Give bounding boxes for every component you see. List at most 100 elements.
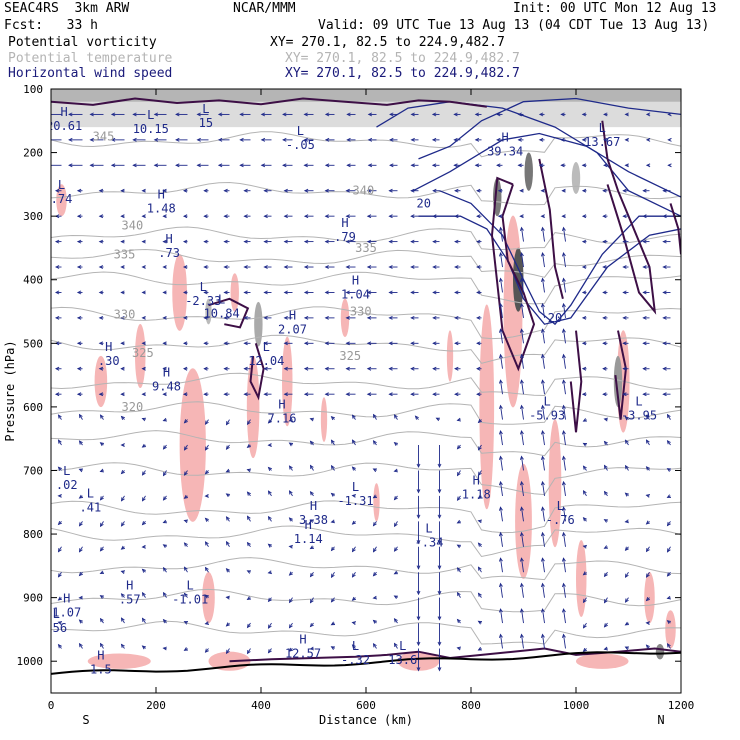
wind-arrow-head: [581, 239, 587, 244]
wind-arrow-head: [120, 617, 125, 622]
theta-label: 320: [122, 400, 144, 414]
wind-arrow-head: [98, 290, 104, 295]
wind-arrow-head: [666, 548, 671, 553]
wind-arrow-head: [662, 265, 667, 269]
wind-arrow-head: [120, 470, 125, 475]
wind-arrow-head: [372, 468, 377, 473]
wind-arrow: [500, 481, 503, 496]
x-tick-label: 600: [356, 699, 376, 712]
wind-arrow-head: [519, 188, 524, 193]
wind-arrow-head: [581, 137, 587, 142]
wind-arrow-head: [540, 582, 545, 588]
wind-arrow-head: [645, 493, 651, 498]
wind-arrow-head: [393, 414, 398, 419]
wind-arrow-head: [283, 341, 288, 346]
wind-arrow-head: [330, 646, 336, 650]
wind-arrow-head: [519, 582, 524, 588]
wind-arrow-head: [519, 328, 524, 333]
wind-arrow-head: [196, 112, 201, 117]
field-xy-theta: XY= 270.1, 82.5 to 224.9,482.7: [285, 51, 520, 66]
wind-arrow-head: [474, 112, 480, 117]
wind-arrow-head: [246, 570, 251, 574]
wind-arrow-head: [283, 265, 288, 269]
theta-line: [51, 557, 681, 581]
wind-arrow: [521, 278, 524, 293]
wind-arrow-head: [303, 137, 308, 142]
wind-arrow-head: [666, 572, 671, 577]
wind-arrow-head: [183, 566, 188, 571]
wind-arrow-head: [432, 366, 437, 371]
wind-arrow-head: [283, 366, 288, 371]
wind-arrow-head: [498, 302, 503, 308]
wind-arrow-head: [474, 163, 480, 168]
wind-arrow-head: [393, 570, 399, 575]
wind-arrow-head: [183, 419, 188, 424]
wind-arrow-head: [416, 667, 421, 672]
wind-arrow-head: [260, 163, 266, 168]
wind-arrow-head: [120, 290, 125, 295]
wind-arrow-head: [78, 619, 83, 624]
wind-arrow-head: [498, 353, 503, 359]
extremum-value: .73: [158, 246, 180, 260]
wind-arrow-head: [76, 341, 82, 346]
theta-line: [51, 372, 681, 397]
speed-label: 20: [417, 196, 431, 210]
wind-arrow-head: [182, 265, 188, 269]
wind-arrow-head: [602, 188, 607, 193]
wind-arrow-head: [223, 392, 228, 397]
wind-arrow-head: [540, 455, 545, 460]
wind-arrow-head: [110, 163, 116, 168]
wind-arrow-head: [330, 573, 335, 579]
wind-arrow-head: [366, 239, 372, 244]
wind-arrow-head: [624, 439, 629, 444]
wind-arrow-head: [345, 366, 350, 371]
wind-arrow-head: [204, 566, 209, 572]
wind-arrow-head: [225, 568, 230, 573]
wind-arrow-head: [141, 617, 146, 622]
wind-arrow-head: [141, 568, 146, 573]
extremum-marker: H: [166, 232, 173, 246]
wind-arrow-head: [538, 163, 544, 168]
wind-arrow: [521, 481, 524, 496]
wind-arrow-head: [76, 290, 82, 295]
wind-arrow-head: [99, 617, 104, 623]
wind-arrow-head: [239, 137, 244, 142]
wind-arrow-head: [389, 163, 394, 168]
wind-arrow-head: [603, 646, 608, 651]
wind-arrow: [521, 583, 524, 598]
wind-arrow-head: [225, 516, 230, 521]
wind-arrow-head: [645, 439, 650, 444]
wind-arrow-head: [246, 541, 251, 547]
extremum-value: 1.18: [462, 488, 491, 502]
wind-arrow-head: [477, 620, 483, 625]
wind-arrow-head: [366, 315, 372, 320]
wind-arrow-head: [517, 112, 522, 117]
wind-arrow-head: [217, 137, 223, 142]
extremum-value: .56: [45, 621, 67, 635]
wind-arrow-head: [410, 112, 415, 117]
plot-frame: [50, 88, 682, 694]
wind-arrow-head: [454, 290, 459, 295]
wind-arrow-head: [162, 544, 168, 549]
wind-arrow: [542, 405, 545, 420]
wind-arrow-head: [662, 239, 667, 244]
wind-arrow-head: [666, 439, 671, 445]
wind-arrow-head: [225, 622, 230, 627]
theta-line: [51, 500, 681, 534]
wind-arrow-head: [51, 164, 52, 167]
wind-arrow: [500, 354, 503, 369]
wind-arrow-head: [456, 591, 461, 597]
wind-arrow-head: [330, 598, 335, 603]
wind-arrow-head: [456, 544, 462, 549]
wind-arrow-head: [437, 641, 442, 647]
extremum-value: 13.6: [388, 653, 417, 667]
wind-arrow-head: [153, 137, 159, 142]
wind-arrow-head: [203, 265, 208, 269]
wind-arrow-head: [540, 608, 545, 613]
wind-arrow: [521, 532, 524, 547]
wind-arrow: [500, 532, 503, 547]
wind-arrow-head: [603, 623, 608, 628]
wind-arrow-head: [263, 366, 268, 371]
extremum-value: .57: [119, 593, 141, 607]
wind-arrow-head: [283, 214, 288, 219]
